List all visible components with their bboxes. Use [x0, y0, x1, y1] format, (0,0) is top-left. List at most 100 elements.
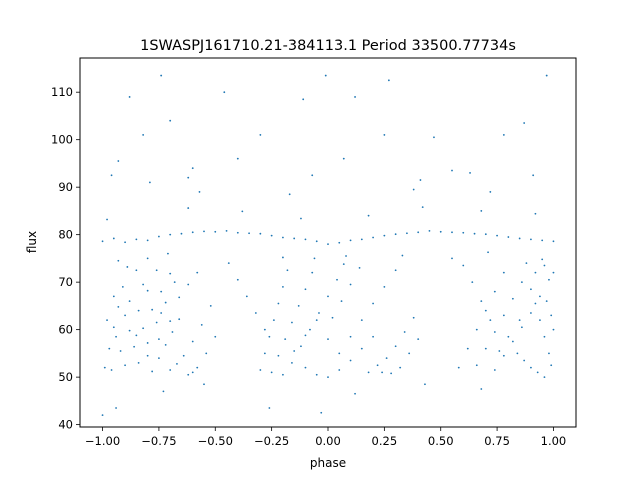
data-point: [502, 354, 505, 357]
data-point: [530, 288, 532, 291]
x-axis-label: phase: [310, 456, 346, 470]
data-point: [451, 169, 453, 172]
data-point: [158, 235, 160, 238]
data-point: [358, 267, 361, 269]
data-point: [493, 290, 496, 293]
data-point: [469, 172, 471, 174]
data-point: [523, 122, 526, 124]
data-point: [300, 345, 302, 348]
data-point: [191, 340, 194, 343]
data-point: [381, 371, 384, 374]
data-point: [112, 326, 115, 329]
y-tick-label: 110: [51, 85, 73, 99]
data-point: [451, 231, 453, 234]
data-point: [428, 229, 431, 232]
data-point: [534, 302, 537, 305]
data-point: [518, 237, 521, 240]
data-point: [146, 354, 149, 357]
data-point: [548, 278, 550, 281]
data-point: [475, 328, 478, 331]
data-point: [277, 302, 280, 305]
data-point: [223, 91, 226, 94]
data-point: [543, 264, 546, 267]
data-point: [101, 240, 104, 243]
data-point: [259, 232, 262, 235]
data-point: [115, 407, 117, 409]
data-point: [187, 373, 190, 376]
data-point: [214, 230, 217, 233]
data-point: [203, 230, 205, 233]
data-point: [507, 236, 510, 238]
data-point: [142, 283, 145, 286]
data-point: [263, 352, 266, 355]
data-point: [304, 238, 307, 241]
x-axis: −1.00 −0.75 −0.50 −0.25 0.00 0.25 0.50 0.75 1.00: [85, 427, 566, 448]
data-point: [475, 364, 478, 367]
data-point: [176, 362, 178, 365]
data-point: [169, 320, 172, 322]
data-point: [209, 305, 212, 307]
data-point: [338, 369, 341, 371]
data-point: [133, 345, 136, 348]
data-point: [502, 314, 505, 317]
data-point: [412, 316, 415, 319]
data-point: [487, 251, 489, 254]
data-point: [336, 278, 338, 281]
data-point: [387, 79, 390, 82]
data-point: [311, 174, 314, 177]
data-point: [241, 210, 244, 213]
data-point: [142, 134, 145, 136]
data-point: [124, 314, 126, 317]
data-point: [342, 263, 345, 266]
data-point: [178, 318, 181, 321]
data-point: [270, 234, 273, 237]
y-axis-label: flux: [25, 231, 39, 253]
data-point: [480, 210, 483, 212]
data-point: [291, 361, 293, 364]
data-point: [137, 361, 140, 364]
data-point: [173, 281, 176, 284]
data-point: [340, 300, 343, 303]
data-point: [227, 262, 230, 265]
data-point: [534, 212, 537, 215]
data-point: [354, 96, 356, 98]
y-tick-label: 70: [58, 275, 73, 289]
data-point: [543, 335, 546, 338]
data-point: [191, 231, 194, 234]
data-point: [169, 119, 172, 122]
data-point: [268, 335, 271, 338]
data-point: [155, 269, 158, 272]
y-tick-label: 40: [58, 418, 73, 432]
data-point: [128, 300, 131, 303]
data-point: [417, 338, 420, 341]
data-point: [502, 134, 505, 136]
data-point: [108, 347, 111, 350]
data-point: [390, 372, 393, 375]
data-point: [151, 370, 154, 373]
data-point: [383, 134, 386, 136]
data-point: [367, 214, 370, 217]
data-point: [187, 207, 190, 209]
data-point: [338, 352, 341, 355]
data-point: [462, 264, 465, 267]
data-point: [135, 238, 138, 241]
data-point: [523, 359, 526, 362]
x-tick-label: 0.25: [372, 434, 398, 448]
data-point: [187, 176, 190, 179]
data-point: [394, 269, 397, 272]
data-point: [401, 254, 404, 257]
data-point: [493, 369, 496, 371]
data-point: [372, 236, 374, 239]
data-point: [406, 232, 408, 235]
data-point: [236, 157, 239, 160]
data-point: [225, 229, 228, 232]
data-point: [360, 347, 363, 350]
data-point: [263, 328, 266, 331]
data-point: [135, 269, 138, 272]
data-point: [502, 271, 505, 274]
data-point: [498, 350, 501, 352]
data-point: [496, 234, 498, 237]
data-point: [164, 301, 167, 304]
data-point: [349, 335, 352, 338]
